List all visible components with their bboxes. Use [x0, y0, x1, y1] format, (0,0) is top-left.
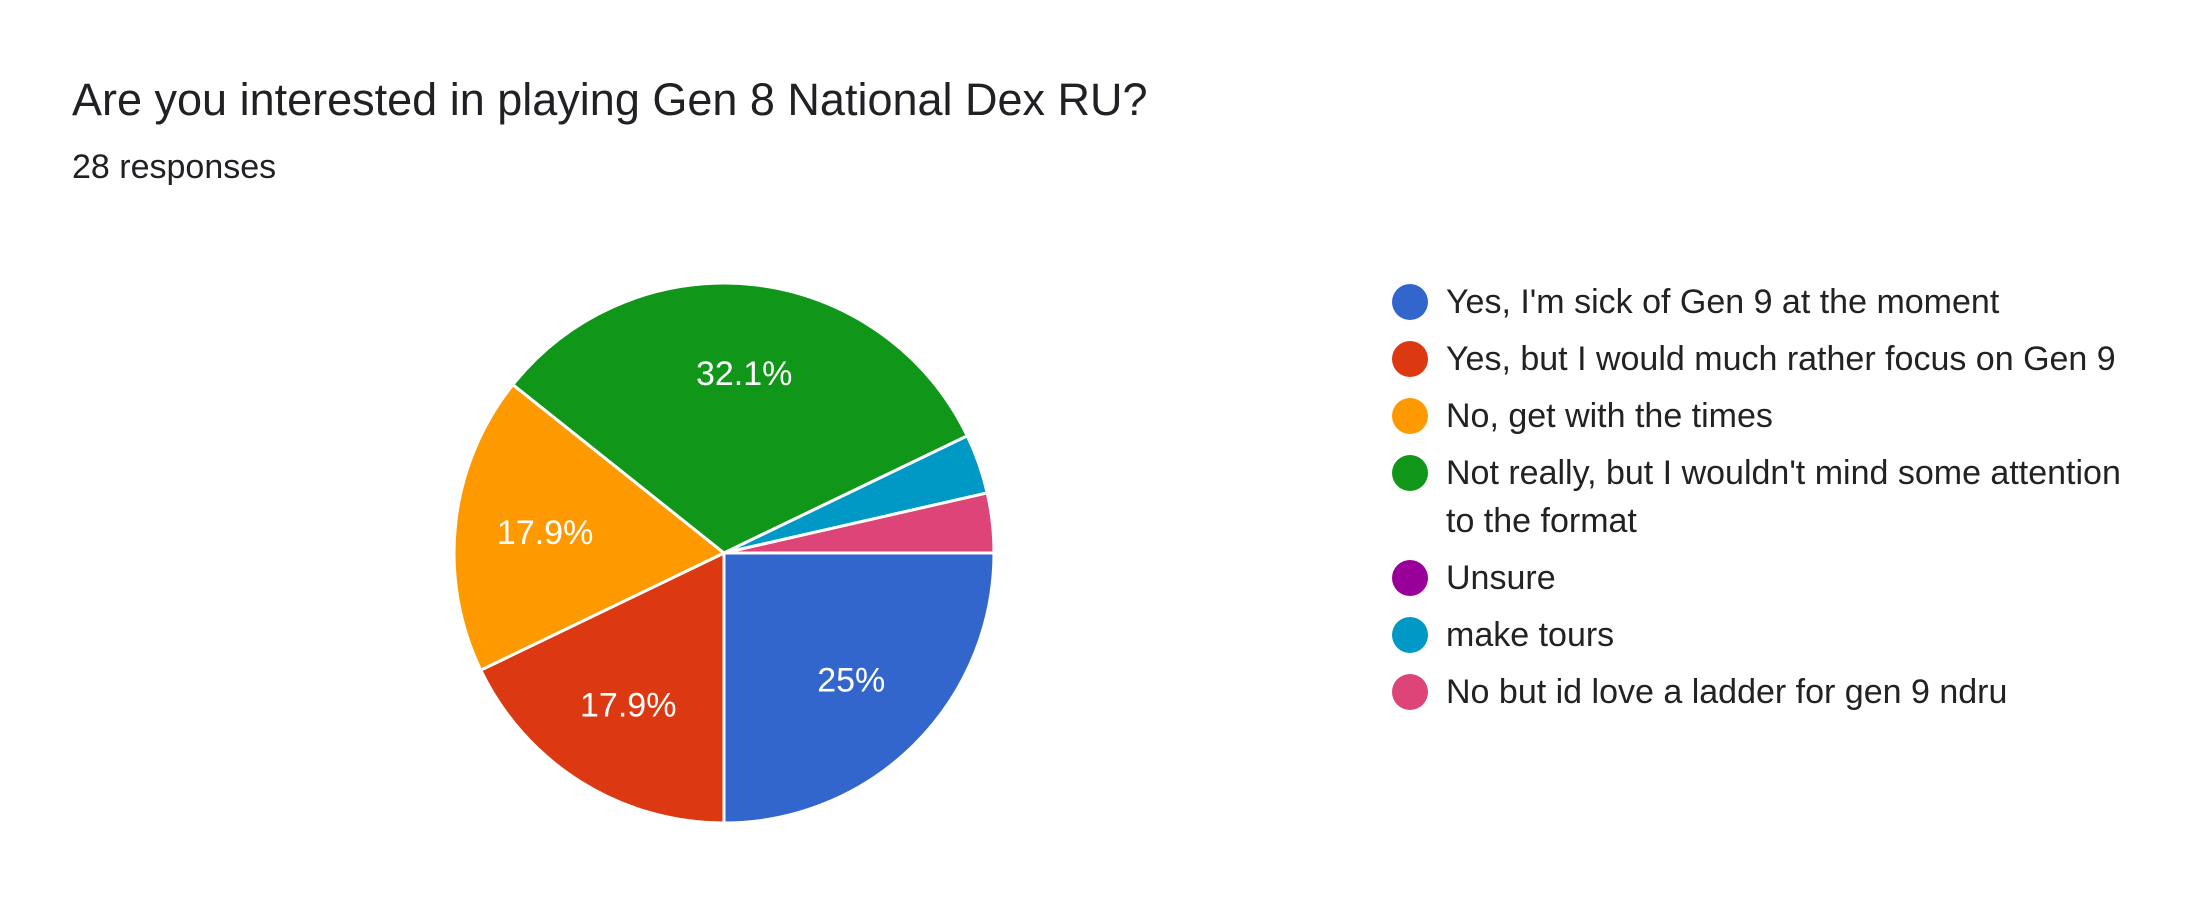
pie-slice-2[interactable]	[452, 382, 727, 673]
chart-title: Are you interested in playing Gen 8 Nati…	[72, 74, 1148, 125]
legend-label: Yes, I'm sick of Gen 9 at the moment	[1446, 283, 2000, 321]
legend-swatch	[1392, 341, 1428, 377]
legend-item-1[interactable]: Yes, but I would much rather focus on Ge…	[1392, 335, 2152, 383]
legend: Yes, I'm sick of Gen 9 at the moment Yes,…	[1392, 278, 2152, 725]
pie-slice-1[interactable]	[478, 550, 726, 825]
legend-item-0[interactable]: Yes, I'm sick of Gen 9 at the moment	[1392, 278, 2152, 326]
legend-item-5[interactable]: make tours	[1392, 611, 2152, 659]
legend-swatch	[1392, 617, 1428, 653]
legend-item-6[interactable]: No but id love a ladder for gen 9 ndru	[1392, 668, 2152, 716]
legend-swatch	[1392, 560, 1428, 596]
legend-label: No, get with the times	[1446, 397, 1773, 435]
slice-label-0: 25%	[817, 661, 885, 699]
legend-swatch	[1392, 398, 1428, 434]
legend-label: make tours	[1446, 616, 1615, 654]
slice-label-3: 32.1%	[696, 355, 792, 393]
pie-slice-0[interactable]	[722, 551, 996, 825]
legend-label: Yes, but I would much rather focus on Ge…	[1446, 340, 2116, 378]
pie-slice-6[interactable]	[723, 491, 996, 555]
legend-item-2[interactable]: No, get with the times	[1392, 392, 2152, 440]
legend-item-4[interactable]: Unsure	[1392, 554, 2152, 602]
slice-label-2: 17.9%	[497, 514, 593, 552]
response-count: 28 responses	[72, 148, 277, 186]
legend-label: Unsure	[1446, 559, 1556, 597]
legend-label: No but id love a ladder for gen 9 ndru	[1446, 673, 2008, 711]
legend-swatch	[1392, 455, 1428, 491]
pie-slice-3[interactable]	[510, 281, 970, 555]
slice-label-1: 17.9%	[580, 686, 676, 724]
legend-swatch	[1392, 284, 1428, 320]
legend-item-3[interactable]: Not really, but I wouldn't mind some att…	[1392, 449, 2152, 545]
legend-label: Not really, but I wouldn't mind some att…	[1446, 454, 2121, 540]
legend-swatch	[1392, 674, 1428, 710]
